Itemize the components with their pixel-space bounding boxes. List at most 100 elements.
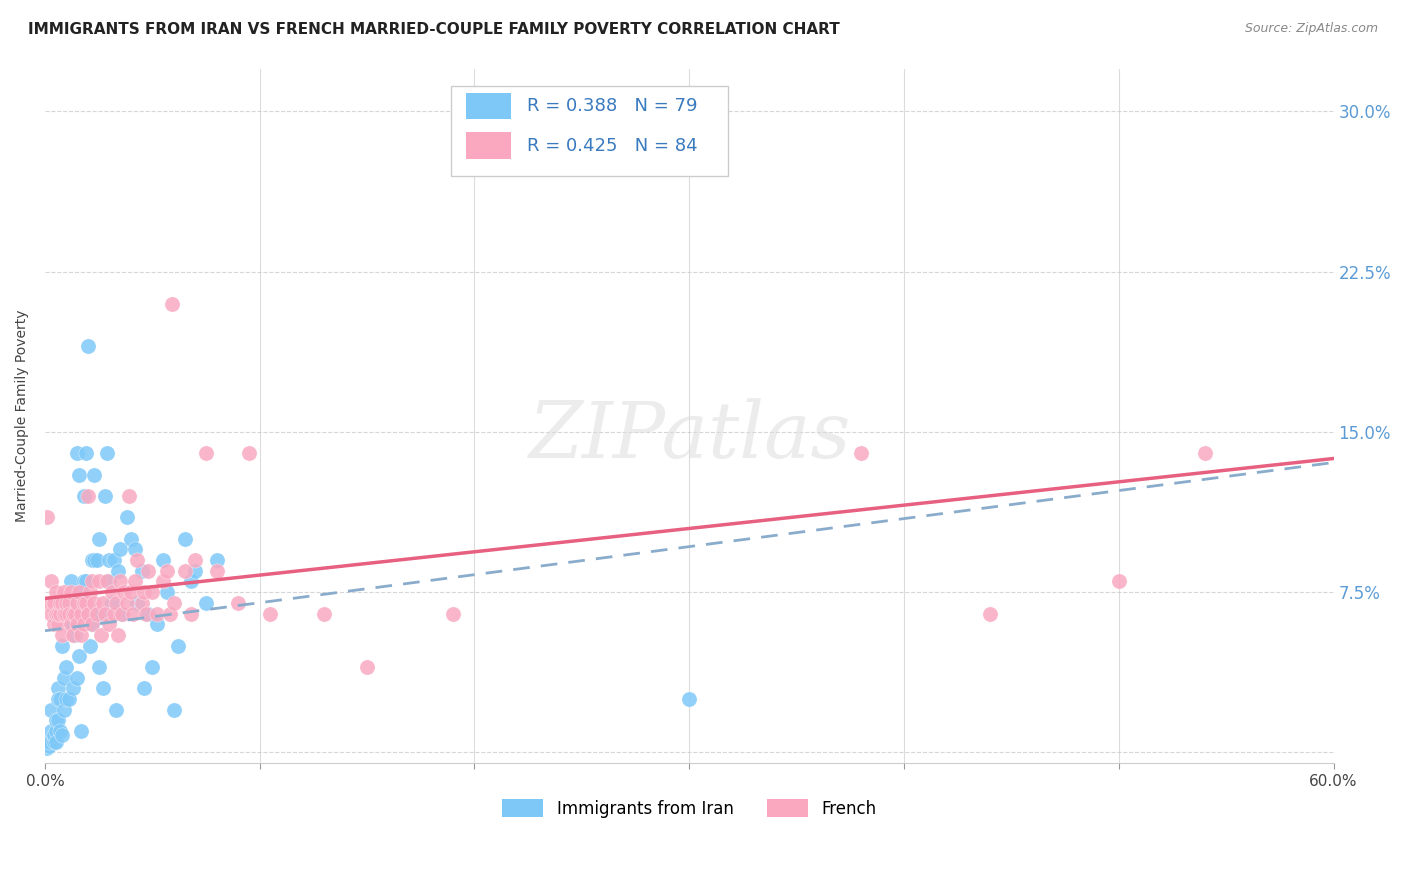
Point: [94, 489, 117, 503]
Point: [441, 607, 464, 621]
Point: [42, 617, 65, 632]
Point: [46, 607, 69, 621]
Point: [58, 692, 80, 706]
Point: [120, 532, 142, 546]
Point: [314, 607, 336, 621]
Point: [75, 574, 97, 589]
Point: [86, 607, 108, 621]
Point: [94, 607, 117, 621]
Point: [173, 564, 195, 578]
Point: [111, 607, 134, 621]
Point: [51, 596, 73, 610]
Point: [82, 617, 104, 632]
Point: [45, 724, 67, 739]
Point: [163, 596, 186, 610]
Text: R = 0.388   N = 79: R = 0.388 N = 79: [527, 97, 697, 115]
Point: [45, 735, 67, 749]
Point: [59, 617, 82, 632]
Point: [678, 692, 700, 706]
Point: [124, 574, 146, 589]
Point: [103, 553, 125, 567]
Point: [82, 574, 104, 589]
Point: [53, 607, 76, 621]
Point: [118, 489, 141, 503]
Point: [156, 585, 179, 599]
Point: [53, 703, 76, 717]
Point: [91, 681, 114, 696]
Point: [91, 596, 114, 610]
Point: [66, 671, 89, 685]
Point: [979, 607, 1001, 621]
Point: [87, 660, 110, 674]
Point: [45, 607, 67, 621]
Point: [259, 607, 281, 621]
Point: [70, 724, 93, 739]
Point: [184, 564, 207, 578]
Point: [115, 596, 138, 610]
Point: [132, 681, 155, 696]
Point: [66, 617, 89, 632]
Point: [46, 681, 69, 696]
Point: [136, 607, 159, 621]
Point: [111, 607, 134, 621]
Point: [195, 446, 218, 460]
Point: [51, 639, 73, 653]
Point: [131, 596, 153, 610]
Point: [37, 510, 59, 524]
Point: [127, 553, 149, 567]
Point: [58, 596, 80, 610]
Point: [67, 649, 90, 664]
Point: [145, 617, 167, 632]
Point: [55, 596, 77, 610]
Point: [72, 617, 94, 632]
Point: [63, 628, 86, 642]
Point: [77, 489, 100, 503]
Point: [42, 728, 65, 742]
Point: [104, 703, 127, 717]
Point: [83, 596, 105, 610]
Point: [49, 692, 72, 706]
Point: [90, 607, 112, 621]
Point: [51, 728, 73, 742]
Point: [122, 607, 145, 621]
Point: [90, 628, 112, 642]
Point: [87, 532, 110, 546]
Point: [45, 714, 67, 728]
Point: [136, 564, 159, 578]
Point: [70, 607, 93, 621]
Point: [79, 639, 101, 653]
Point: [82, 617, 104, 632]
Point: [82, 553, 104, 567]
Point: [66, 446, 89, 460]
Point: [49, 596, 72, 610]
Point: [63, 607, 86, 621]
Text: IMMIGRANTS FROM IRAN VS FRENCH MARRIED-COUPLE FAMILY POVERTY CORRELATION CHART: IMMIGRANTS FROM IRAN VS FRENCH MARRIED-C…: [28, 22, 839, 37]
Point: [41, 724, 63, 739]
Point: [132, 585, 155, 599]
Point: [173, 532, 195, 546]
Point: [152, 574, 174, 589]
Point: [62, 681, 84, 696]
Point: [463, 136, 485, 151]
Point: [180, 607, 202, 621]
Point: [55, 692, 77, 706]
Point: [152, 553, 174, 567]
Point: [59, 585, 82, 599]
Point: [87, 574, 110, 589]
Point: [70, 585, 93, 599]
Point: [83, 553, 105, 567]
Point: [141, 585, 163, 599]
Point: [107, 564, 129, 578]
Point: [98, 617, 121, 632]
Point: [62, 607, 84, 621]
Point: [58, 607, 80, 621]
Point: [96, 446, 118, 460]
Point: [42, 596, 65, 610]
Point: [86, 607, 108, 621]
Text: R = 0.425   N = 84: R = 0.425 N = 84: [527, 136, 697, 154]
Point: [115, 510, 138, 524]
Point: [75, 596, 97, 610]
Point: [100, 596, 122, 610]
Point: [226, 596, 249, 610]
Point: [41, 703, 63, 717]
